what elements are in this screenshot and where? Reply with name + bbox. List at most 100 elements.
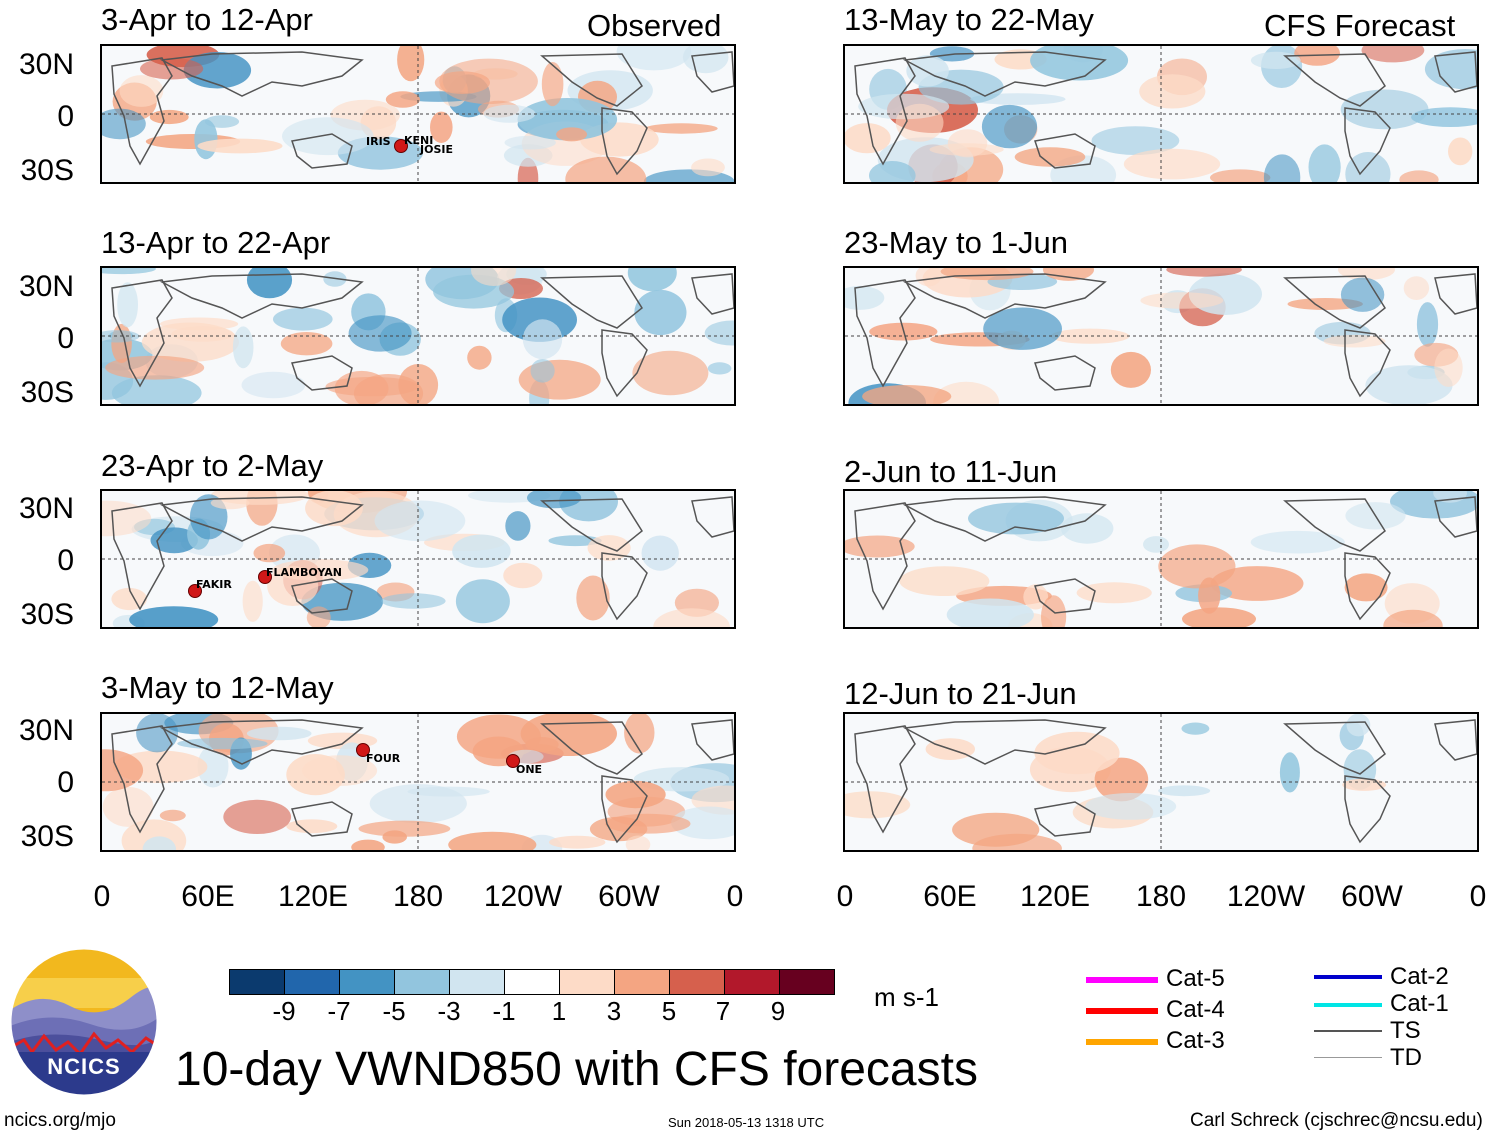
wind-anomaly-blob: [280, 332, 333, 356]
coastline: [291, 578, 353, 614]
footer-url[interactable]: ncics.org/mjo: [4, 1110, 116, 1131]
lat-label: 30S: [20, 820, 74, 853]
map-panel-observed-1: [100, 44, 736, 184]
storm-icon: [506, 754, 520, 768]
colorbar-swatch: [284, 970, 339, 994]
coastline: [691, 719, 734, 761]
wind-anomaly-blob: [625, 835, 651, 850]
coastline: [1283, 275, 1386, 329]
map-panel-forecast-1: [843, 44, 1479, 184]
wind-anomaly-blob: [869, 161, 916, 182]
wind-anomaly-blob: [455, 579, 510, 624]
lon-label: 120W: [1226, 880, 1306, 913]
wind-anomaly-blob: [845, 791, 911, 819]
wind-anomaly-blob: [210, 496, 250, 510]
colorbar-swatch: [394, 970, 449, 994]
panel-title: 23-Apr to 2-May: [101, 448, 324, 483]
coastline: [691, 51, 734, 93]
wind-anomaly-blob: [102, 268, 156, 275]
wind-anomaly-blob: [129, 606, 219, 627]
wind-anomaly-blob: [448, 831, 537, 850]
wind-anomaly-blob: [1140, 292, 1224, 309]
wind-anomaly-blob: [1110, 351, 1151, 388]
legend-label: Cat-3: [1166, 1027, 1225, 1054]
wind-anomaly-blob: [576, 575, 610, 621]
wind-anomaly-blob: [1158, 785, 1211, 797]
storm-label: ONE: [516, 763, 543, 776]
colorbar-swatch: [559, 970, 614, 994]
wind-anomaly-blob: [1061, 513, 1114, 544]
panel-title: 23-May to 1-Jun: [844, 225, 1068, 260]
lat-label: 30N: [18, 48, 74, 81]
wind-anomaly-blob: [286, 819, 338, 834]
storm-label: FLAMBOYAN: [266, 566, 342, 579]
wind-anomaly-blob: [286, 754, 345, 796]
wind-anomaly-blob: [1383, 609, 1443, 627]
legend-swatch: [1314, 1057, 1382, 1058]
coastline: [601, 775, 648, 844]
lat-label: 0: [57, 322, 74, 355]
wind-anomaly-blob: [940, 268, 1034, 281]
coastline: [1434, 51, 1477, 93]
coastline: [854, 725, 916, 834]
coastline: [854, 279, 916, 388]
wind-anomaly-blob: [171, 326, 234, 342]
lon-label: 0: [836, 880, 854, 913]
wind-anomaly-blob: [1250, 530, 1345, 554]
wind-anomaly-blob: [968, 502, 1064, 535]
wind-anomaly-blob: [1338, 268, 1395, 281]
wind-anomaly-blob: [915, 268, 942, 287]
wind-anomaly-blob: [1085, 793, 1177, 820]
wind-anomaly-blob: [704, 320, 734, 346]
wind-anomaly-blob: [1340, 277, 1385, 312]
wind-anomaly-blob: [972, 833, 1062, 850]
colorbar-tick: -1: [492, 996, 516, 1026]
wind-anomaly-blob: [381, 593, 446, 609]
main-title: 10-day VWND850 with CFS forecasts: [175, 1043, 978, 1096]
coastline: [601, 107, 648, 176]
wind-anomaly-blob: [634, 289, 687, 336]
map-graphic: [102, 714, 734, 850]
wind-anomaly-blob: [624, 714, 655, 754]
legend-swatch: [1314, 1003, 1382, 1007]
map-panel-forecast-3: [843, 489, 1479, 629]
ncics-logo: NCICS: [10, 948, 158, 1096]
colorbar-swatch: [724, 970, 779, 994]
wind-anomaly-blob: [981, 104, 1038, 149]
legend-label: Cat-4: [1166, 996, 1225, 1023]
wind-anomaly-blob: [117, 282, 138, 328]
colorbar-swatch: [449, 970, 504, 994]
wind-anomaly-blob: [862, 385, 952, 404]
wind-anomaly-blob: [282, 117, 374, 156]
lon-label: 60E: [181, 880, 235, 913]
wind-anomaly-blob: [246, 268, 293, 299]
wind-anomaly-blob: [556, 127, 588, 142]
wind-anomaly-blob: [149, 109, 189, 125]
wind-anomaly-blob: [522, 319, 563, 360]
colorbar-swatch: [339, 970, 394, 994]
map-graphic: [102, 491, 734, 627]
wind-anomaly-blob: [671, 806, 734, 840]
wind-anomaly-blob: [1411, 107, 1477, 127]
wind-anomaly-blob: [232, 326, 254, 369]
colorbar-tick: 1: [551, 996, 567, 1026]
wind-anomaly-blob: [197, 138, 283, 154]
coastline: [111, 502, 173, 611]
colorbar-tick: -5: [382, 996, 406, 1026]
wind-anomaly-blob: [1250, 51, 1301, 69]
wind-anomaly-blob: [605, 780, 666, 809]
wind-anomaly-blob: [1340, 89, 1429, 130]
lat-label: 30S: [20, 376, 74, 409]
lon-label: 0: [93, 880, 111, 913]
coastline: [111, 279, 173, 388]
wind-anomaly-blob: [518, 359, 601, 400]
lon-label: 120W: [483, 880, 563, 913]
wind-anomaly-blob: [682, 46, 729, 74]
coastline: [1034, 133, 1096, 169]
wind-anomaly-blob: [273, 307, 333, 331]
wind-anomaly-blob: [845, 285, 885, 310]
wind-anomaly-blob: [1182, 607, 1256, 627]
colorbar-swatch: [614, 970, 669, 994]
coastline: [159, 51, 364, 97]
wind-anomaly-blob: [1091, 126, 1180, 155]
